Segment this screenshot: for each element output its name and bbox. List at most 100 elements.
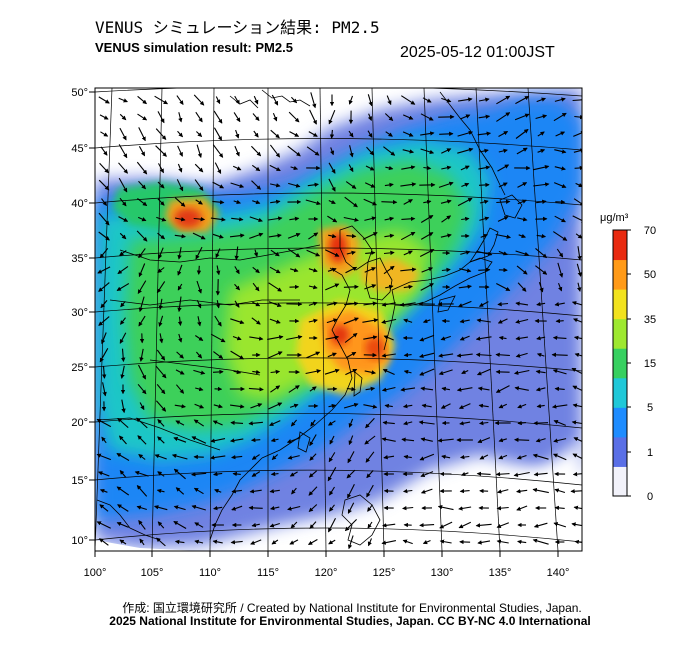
wind-arrow [366, 484, 374, 498]
wind-arrow [441, 148, 452, 154]
wind-arrow [475, 523, 492, 528]
wind-arrow [178, 333, 183, 343]
wind-arrow [327, 267, 337, 272]
wind-arrow [102, 365, 107, 379]
wind-arrow [496, 199, 511, 204]
wind-arrow [270, 437, 279, 443]
wind-arrow [269, 164, 281, 172]
wind-arrow [517, 199, 527, 205]
wind-arrow [99, 247, 109, 259]
wind-arrow [291, 487, 297, 495]
wind-arrow [403, 369, 412, 375]
wind-arrow [365, 451, 375, 463]
wind-arrow [305, 369, 322, 375]
wind-arrow [193, 369, 206, 375]
wind-arrow [343, 402, 359, 409]
wind-arrow [215, 248, 221, 259]
wind-arrow [308, 284, 318, 290]
wind-arrow [421, 267, 434, 273]
wind-arrow [290, 419, 298, 427]
wind-arrow [479, 148, 489, 154]
wind-arrow [267, 335, 284, 340]
wind-arrow [118, 144, 128, 159]
wind-arrow [306, 146, 320, 156]
wind-arrow [554, 149, 567, 154]
credit-line: 作成: 国立環境研究所 / Created by National Instit… [122, 601, 582, 615]
wind-arrow [384, 216, 395, 221]
wind-arrow [328, 539, 336, 545]
wind-arrow [138, 180, 147, 190]
colorbar-tick-label: 15 [644, 358, 656, 370]
wind-arrow [480, 234, 488, 239]
wind-arrow [495, 385, 510, 393]
wind-arrow [573, 198, 582, 206]
wind-arrow [271, 94, 279, 106]
forecast-timestamp: 2025-05-12 01:00JST [400, 44, 555, 61]
colorbar-segment [613, 348, 627, 379]
wind-arrow [553, 438, 567, 443]
wind-arrow [119, 470, 127, 478]
wind-arrow [459, 335, 470, 341]
wind-arrow [572, 215, 582, 223]
wind-arrow [118, 97, 128, 103]
wind-arrow [137, 435, 147, 445]
wind-arrow [193, 419, 205, 427]
wind-arrow [252, 266, 260, 274]
wind-arrow [537, 148, 546, 154]
wind-arrow [173, 436, 187, 443]
wind-arrow [477, 386, 490, 391]
lon-tick-labels: 100° 105° 110° 115° 120° 125° 130° 135° … [84, 567, 570, 579]
wind-arrow [138, 364, 146, 380]
wind-arrow [249, 336, 264, 341]
wind-arrow [96, 418, 112, 428]
wind-arrow [513, 471, 530, 477]
wind-arrow [401, 95, 416, 105]
wind-arrow [571, 522, 582, 527]
wind-arrow [139, 402, 145, 411]
wind-arrow [476, 250, 493, 257]
wind-arrow [403, 284, 413, 290]
wind-arrow [517, 420, 526, 426]
wind-arrow [343, 216, 359, 222]
wind-arrow [555, 131, 566, 137]
wind-arrow [326, 301, 338, 306]
wind-arrow [119, 332, 127, 344]
wind-arrow [137, 113, 148, 121]
wind-arrow [307, 182, 319, 187]
wind-arrow [310, 419, 316, 427]
wind-arrow [363, 198, 377, 206]
wind-arrow [383, 335, 394, 341]
wind-arrow [347, 535, 354, 550]
wind-arrow [479, 216, 490, 221]
wind-arrow [403, 250, 413, 256]
wind-arrow [366, 146, 374, 156]
wind-arrow [347, 502, 355, 514]
wind-arrow [477, 437, 491, 444]
wind-arrow [157, 419, 165, 427]
wind-arrow [476, 318, 491, 323]
wind-arrow [460, 165, 470, 171]
wind-arrow [536, 403, 545, 409]
wind-arrow [496, 505, 509, 511]
wind-arrow [309, 453, 317, 461]
lon-tick-label: 130° [431, 567, 454, 579]
wind-arrow [157, 111, 165, 124]
wind-arrow [287, 505, 301, 511]
wind-arrow [381, 302, 396, 307]
wind-arrow [573, 130, 582, 137]
wind-arrow [154, 95, 169, 105]
wind-arrow [137, 216, 147, 222]
wind-arrow [347, 451, 355, 464]
wind-arrow [362, 232, 378, 240]
colorbar-segment [613, 289, 627, 320]
wind-arrow [441, 454, 451, 460]
wind-arrow [216, 265, 221, 276]
wind-arrow [138, 127, 146, 142]
wind-arrow [496, 283, 511, 291]
wind-arrow [572, 403, 582, 408]
wind-arrow [517, 217, 528, 222]
colorbar-unit: μg/m³ [600, 212, 629, 224]
wind-arrow [326, 318, 338, 324]
wind-arrow [171, 453, 188, 460]
